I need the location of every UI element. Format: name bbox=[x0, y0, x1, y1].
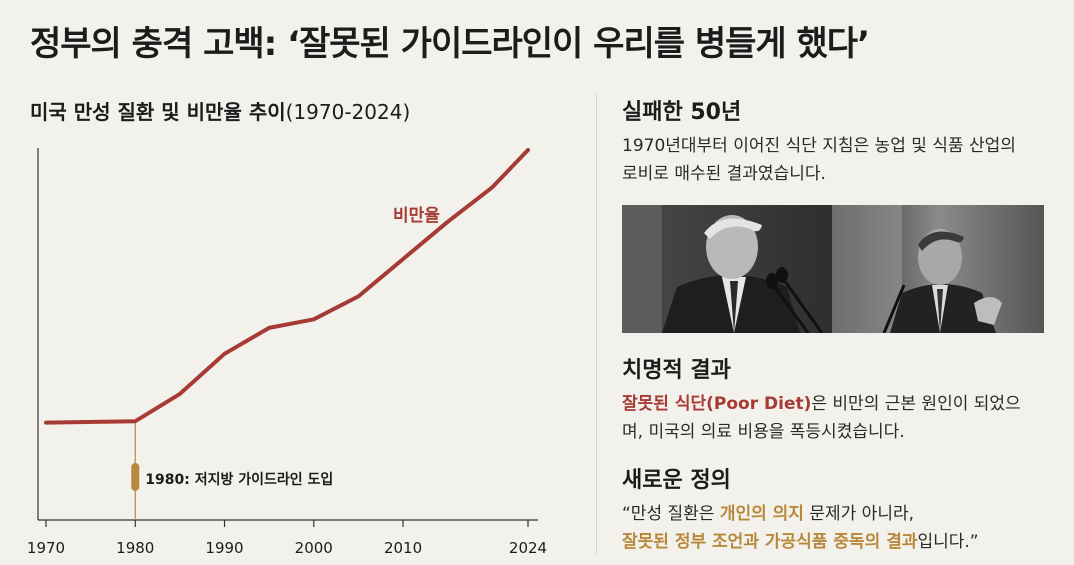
x-tick-label-2024: 2024 bbox=[509, 539, 547, 557]
section-failure-title: 실패한 50년 bbox=[622, 100, 742, 125]
quote-open: “만성 질환은 bbox=[622, 504, 720, 524]
column-divider bbox=[596, 94, 597, 554]
section-failure: 실패한 50년 1970년대부터 이어진 식단 지침은 농업 및 식품 산업의 … bbox=[622, 94, 1052, 188]
section-failure-body: 1970년대부터 이어진 식단 지침은 농업 및 식품 산업의 로비로 매수된 … bbox=[622, 136, 1016, 184]
section-consequence-body: 잘못된 식단(Poor Diet)은 비만의 근본 원인이 되었으며, 미국의 … bbox=[622, 390, 1022, 446]
annotation-marker bbox=[131, 463, 140, 491]
x-tick-label-2000: 2000 bbox=[295, 539, 333, 557]
section-definition: 새로운 정의 “만성 질환은 개인의 의지 문제가 아니라, 잘못된 정부 조언과… bbox=[622, 462, 1052, 556]
speakers-photo bbox=[622, 205, 1044, 333]
x-tick-label-2010: 2010 bbox=[384, 539, 422, 557]
section-consequence: 치명적 결과 잘못된 식단(Poor Diet)은 비만의 근본 원인이 되었으… bbox=[622, 352, 1052, 446]
x-tick-label-1990: 1990 bbox=[205, 539, 243, 557]
section-definition-quote: “만성 질환은 개인의 의지 문제가 아니라, 잘못된 정부 조언과 가공식품 중… bbox=[622, 500, 1062, 556]
series-line-obesity bbox=[44, 148, 530, 425]
personal-will-highlight: 개인의 의지 bbox=[719, 504, 804, 524]
x-tick-label-1980: 1980 bbox=[116, 539, 154, 557]
chart-title: 미국 만성 질환 및 비만율 추이(1970-2024) bbox=[30, 96, 410, 125]
annotation-label: 1980: 저지방 가이드라인 도입 bbox=[145, 471, 333, 488]
series-label-obesity: 비만율 bbox=[393, 206, 440, 226]
poor-diet-highlight: 잘못된 식단(Poor Diet) bbox=[622, 394, 812, 414]
consequence-body-rest: 은 비만의 근본 원인이 되었으며, 미국의 의료 비용을 폭등시켰습니다. bbox=[622, 394, 1021, 442]
government-advice-highlight: 잘못된 정부 조언과 가공식품 중독의 결과 bbox=[622, 532, 918, 552]
x-tick-label-1970: 1970 bbox=[27, 539, 65, 557]
chart-title-range: (1970-2024) bbox=[285, 100, 411, 124]
quote-end: 입니다.” bbox=[917, 532, 979, 552]
section-definition-title: 새로운 정의 bbox=[622, 468, 731, 493]
obesity-line-chart: 1980: 저지방 가이드라인 도입 1970 1980 1990 2000 2010 20… bbox=[27, 148, 547, 557]
chart-title-main: 미국 만성 질환 및 비만율 추이 bbox=[30, 100, 286, 124]
quote-middle: 문제가 아니라, bbox=[803, 504, 915, 524]
section-consequence-title: 치명적 결과 bbox=[622, 358, 731, 383]
headline: 정부의 충격 고백: ‘잘못된 가이드라인이 우리를 병들게 했다’ bbox=[30, 24, 870, 64]
